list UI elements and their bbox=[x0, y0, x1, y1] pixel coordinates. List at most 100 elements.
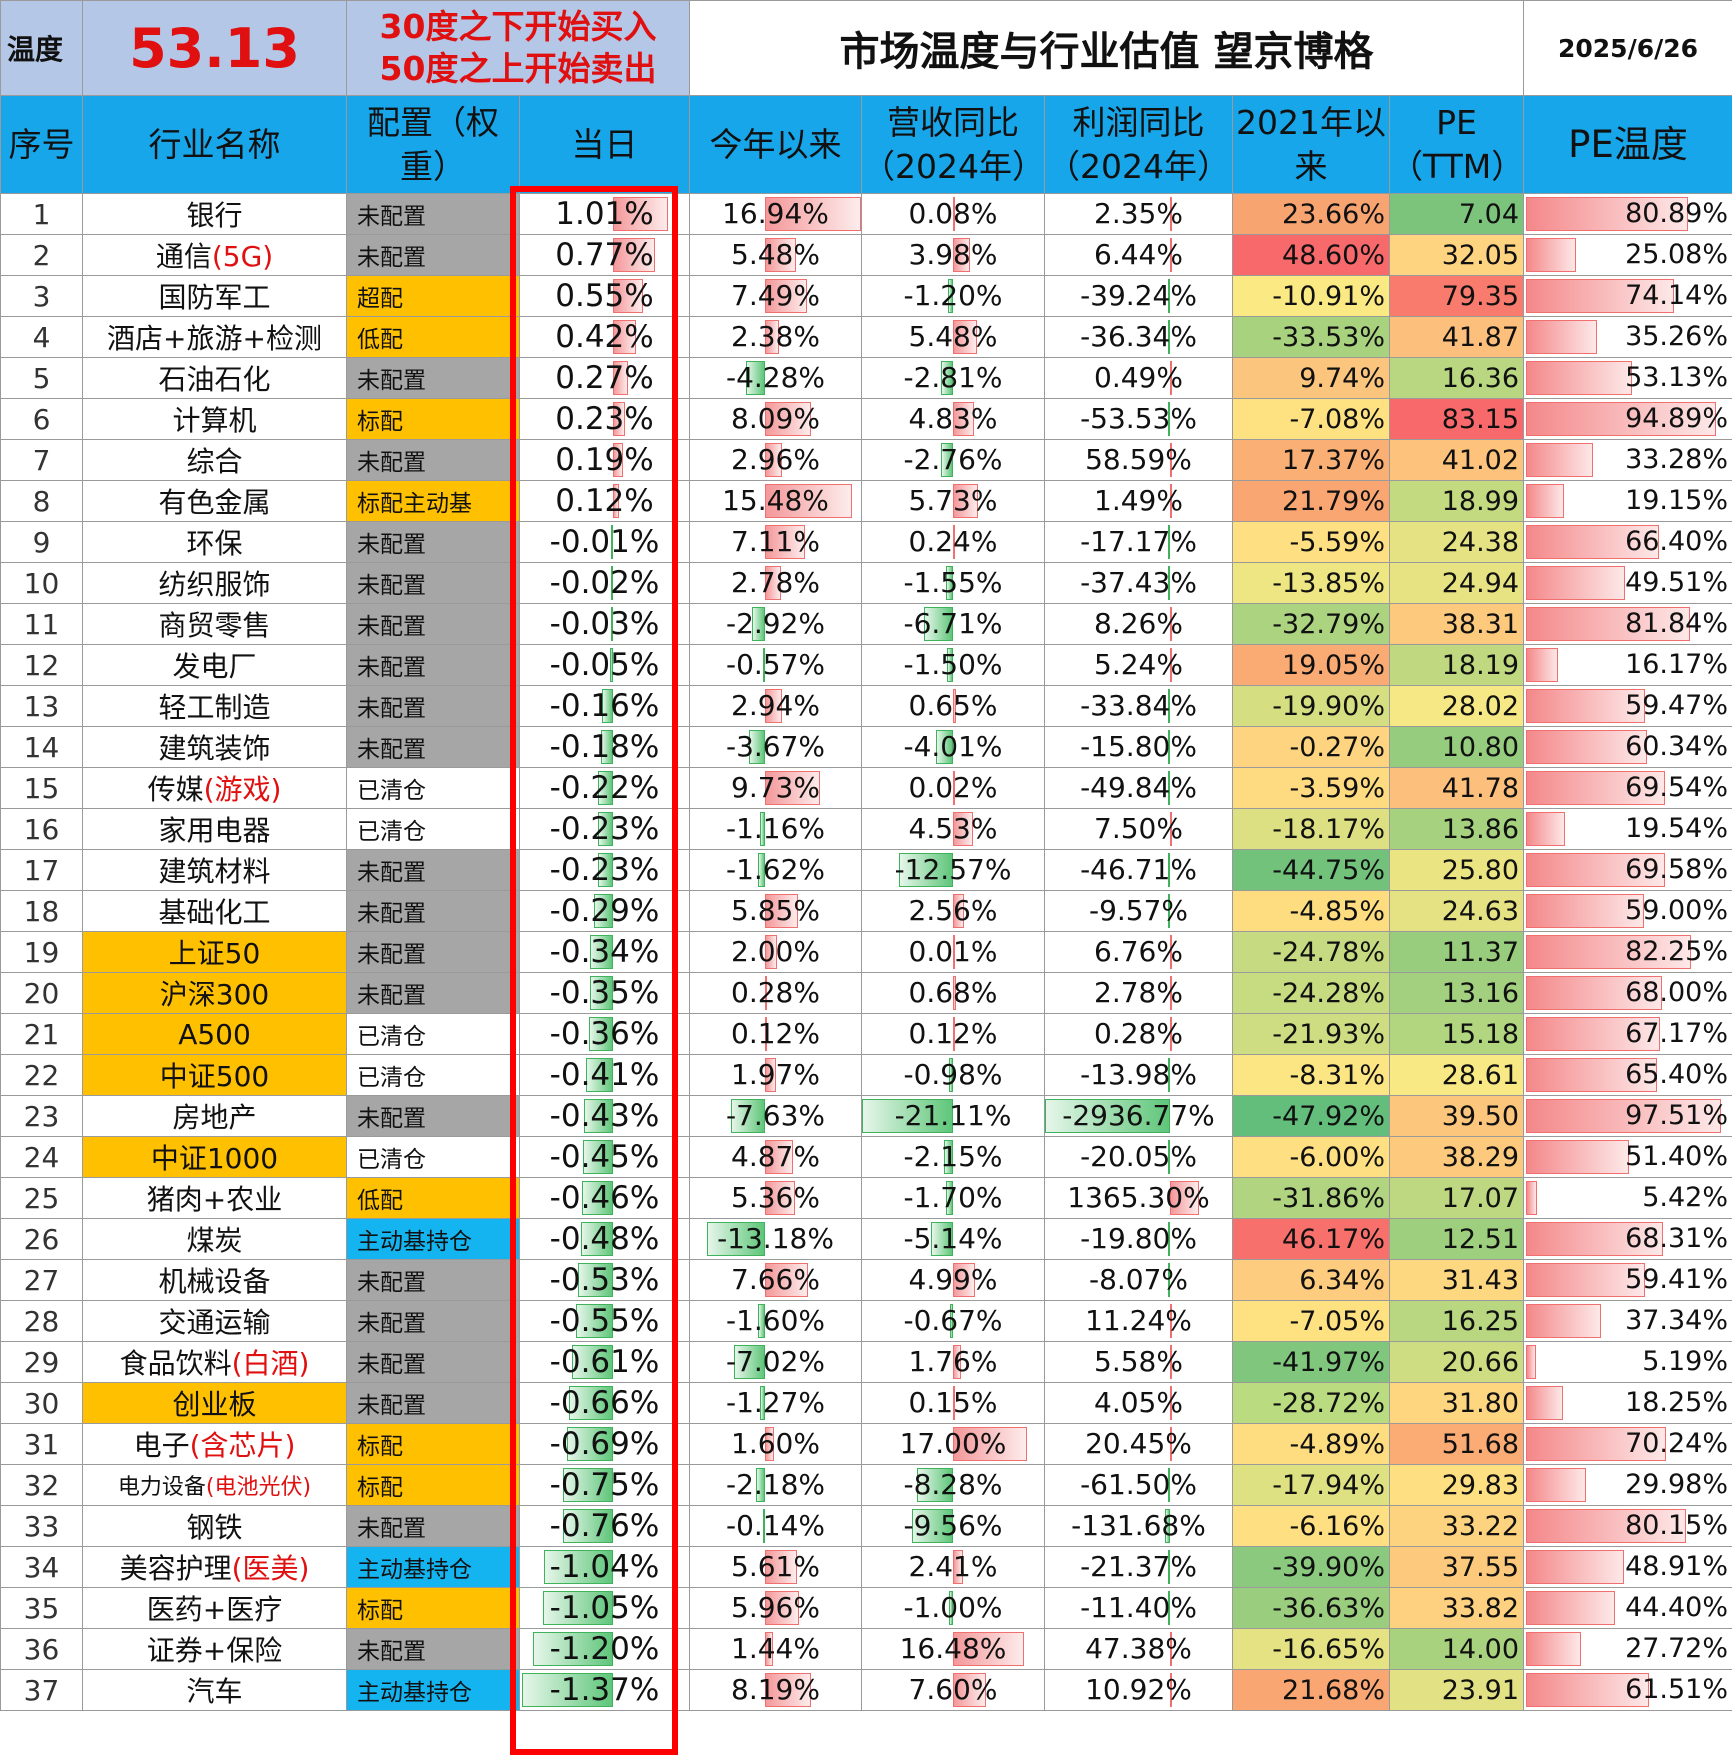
day-change[interactable]: -0.55% bbox=[519, 1300, 690, 1342]
day-change[interactable]: -1.04% bbox=[519, 1546, 690, 1588]
row-index[interactable]: 11 bbox=[0, 603, 83, 645]
pe-temperature[interactable]: 29.98% bbox=[1523, 1464, 1732, 1506]
since-2021[interactable]: -47.92% bbox=[1232, 1095, 1390, 1137]
profit-yoy[interactable]: -20.05% bbox=[1044, 1136, 1233, 1178]
since-2021[interactable]: -24.28% bbox=[1232, 972, 1390, 1014]
pe-ttm[interactable]: 16.36 bbox=[1388, 357, 1525, 399]
day-change[interactable]: -0.48% bbox=[519, 1218, 690, 1260]
pe-temperature[interactable]: 74.14% bbox=[1523, 275, 1732, 317]
industry-name[interactable]: 中证500 bbox=[82, 1054, 347, 1096]
revenue-yoy[interactable]: -2.81% bbox=[861, 357, 1045, 399]
allocation[interactable]: 低配 bbox=[346, 316, 520, 358]
pe-ttm[interactable]: 14.00 bbox=[1388, 1628, 1525, 1670]
row-index[interactable]: 32 bbox=[0, 1464, 83, 1506]
allocation[interactable]: 未配置 bbox=[346, 1382, 520, 1424]
pe-temperature[interactable]: 81.84% bbox=[1523, 603, 1732, 645]
since-2021[interactable]: -4.89% bbox=[1232, 1423, 1390, 1465]
pe-ttm[interactable]: 79.35 bbox=[1388, 275, 1525, 317]
allocation[interactable]: 超配 bbox=[346, 275, 520, 317]
industry-name[interactable]: 猪肉+农业 bbox=[82, 1177, 347, 1219]
allocation[interactable]: 未配置 bbox=[346, 1505, 520, 1547]
row-index[interactable]: 1 bbox=[0, 193, 83, 235]
since-2021[interactable]: 48.60% bbox=[1232, 234, 1390, 276]
ytd-change[interactable]: 2.38% bbox=[689, 316, 862, 358]
revenue-yoy[interactable]: 1.76% bbox=[861, 1341, 1045, 1383]
day-change[interactable]: -0.02% bbox=[519, 562, 690, 604]
ytd-change[interactable]: -7.02% bbox=[689, 1341, 862, 1383]
row-index[interactable]: 16 bbox=[0, 808, 83, 850]
day-change[interactable]: -0.29% bbox=[519, 890, 690, 932]
profit-yoy[interactable]: 5.24% bbox=[1044, 644, 1233, 686]
profit-yoy[interactable]: -8.07% bbox=[1044, 1259, 1233, 1301]
profit-yoy[interactable]: -37.43% bbox=[1044, 562, 1233, 604]
day-change[interactable]: -0.22% bbox=[519, 767, 690, 809]
pe-ttm[interactable]: 41.02 bbox=[1388, 439, 1525, 481]
allocation[interactable]: 已清仓 bbox=[346, 1054, 520, 1096]
industry-name[interactable]: 计算机 bbox=[82, 398, 347, 440]
pe-ttm[interactable]: 39.50 bbox=[1388, 1095, 1525, 1137]
industry-name[interactable]: 石油石化 bbox=[82, 357, 347, 399]
ytd-change[interactable]: 1.44% bbox=[689, 1628, 862, 1670]
pe-ttm[interactable]: 38.29 bbox=[1388, 1136, 1525, 1178]
ytd-change[interactable]: 5.85% bbox=[689, 890, 862, 932]
since-2021[interactable]: 6.34% bbox=[1232, 1259, 1390, 1301]
profit-yoy[interactable]: -46.71% bbox=[1044, 849, 1233, 891]
pe-ttm[interactable]: 16.25 bbox=[1388, 1300, 1525, 1342]
profit-yoy[interactable]: 0.28% bbox=[1044, 1013, 1233, 1055]
pe-ttm[interactable]: 13.16 bbox=[1388, 972, 1525, 1014]
revenue-yoy[interactable]: 4.83% bbox=[861, 398, 1045, 440]
row-index[interactable]: 25 bbox=[0, 1177, 83, 1219]
row-index[interactable]: 5 bbox=[0, 357, 83, 399]
allocation[interactable]: 标配 bbox=[346, 398, 520, 440]
since-2021[interactable]: -5.59% bbox=[1232, 521, 1390, 563]
industry-name[interactable]: 汽车 bbox=[82, 1669, 347, 1711]
industry-name[interactable]: 食品饮料(白酒) bbox=[82, 1341, 347, 1383]
pe-temperature[interactable]: 33.28% bbox=[1523, 439, 1732, 481]
profit-yoy[interactable]: 7.50% bbox=[1044, 808, 1233, 850]
revenue-yoy[interactable]: -0.98% bbox=[861, 1054, 1045, 1096]
revenue-yoy[interactable]: 0.68% bbox=[861, 972, 1045, 1014]
profit-yoy[interactable]: 6.76% bbox=[1044, 931, 1233, 973]
pe-temperature[interactable]: 80.15% bbox=[1523, 1505, 1732, 1547]
industry-name[interactable]: 美容护理(医美) bbox=[82, 1546, 347, 1588]
since-2021[interactable]: -0.27% bbox=[1232, 726, 1390, 768]
ytd-change[interactable]: 8.19% bbox=[689, 1669, 862, 1711]
ytd-change[interactable]: 2.96% bbox=[689, 439, 862, 481]
ytd-change[interactable]: -4.28% bbox=[689, 357, 862, 399]
profit-yoy[interactable]: -39.24% bbox=[1044, 275, 1233, 317]
industry-name[interactable]: 证券+保险 bbox=[82, 1628, 347, 1670]
revenue-yoy[interactable]: 2.41% bbox=[861, 1546, 1045, 1588]
revenue-yoy[interactable]: 0.24% bbox=[861, 521, 1045, 563]
revenue-yoy[interactable]: 16.48% bbox=[861, 1628, 1045, 1670]
pe-ttm[interactable]: 41.87 bbox=[1388, 316, 1525, 358]
pe-ttm[interactable]: 11.37 bbox=[1388, 931, 1525, 973]
since-2021[interactable]: -7.08% bbox=[1232, 398, 1390, 440]
profit-yoy[interactable]: 8.26% bbox=[1044, 603, 1233, 645]
profit-yoy[interactable]: 5.58% bbox=[1044, 1341, 1233, 1383]
pe-temperature[interactable]: 49.51% bbox=[1523, 562, 1732, 604]
allocation[interactable]: 未配置 bbox=[346, 931, 520, 973]
pe-temperature[interactable]: 69.54% bbox=[1523, 767, 1732, 809]
profit-yoy[interactable]: -19.80% bbox=[1044, 1218, 1233, 1260]
industry-name[interactable]: 轻工制造 bbox=[82, 685, 347, 727]
row-index[interactable]: 24 bbox=[0, 1136, 83, 1178]
row-index[interactable]: 29 bbox=[0, 1341, 83, 1383]
ytd-change[interactable]: 7.49% bbox=[689, 275, 862, 317]
industry-name[interactable]: 家用电器 bbox=[82, 808, 347, 850]
profit-yoy[interactable]: 1365.30% bbox=[1044, 1177, 1233, 1219]
row-index[interactable]: 20 bbox=[0, 972, 83, 1014]
industry-name[interactable]: 银行 bbox=[82, 193, 347, 235]
revenue-yoy[interactable]: 0.08% bbox=[861, 193, 1045, 235]
since-2021[interactable]: -32.79% bbox=[1232, 603, 1390, 645]
revenue-yoy[interactable]: 5.73% bbox=[861, 480, 1045, 522]
revenue-yoy[interactable]: 4.99% bbox=[861, 1259, 1045, 1301]
allocation[interactable]: 未配置 bbox=[346, 1300, 520, 1342]
allocation[interactable]: 标配主动基 bbox=[346, 480, 520, 522]
allocation[interactable]: 未配置 bbox=[346, 972, 520, 1014]
pe-ttm[interactable]: 20.66 bbox=[1388, 1341, 1525, 1383]
ytd-change[interactable]: 15.48% bbox=[689, 480, 862, 522]
day-change[interactable]: -0.53% bbox=[519, 1259, 690, 1301]
industry-name[interactable]: 电力设备(电池光伏) bbox=[82, 1464, 347, 1506]
profit-yoy[interactable]: 20.45% bbox=[1044, 1423, 1233, 1465]
row-index[interactable]: 34 bbox=[0, 1546, 83, 1588]
